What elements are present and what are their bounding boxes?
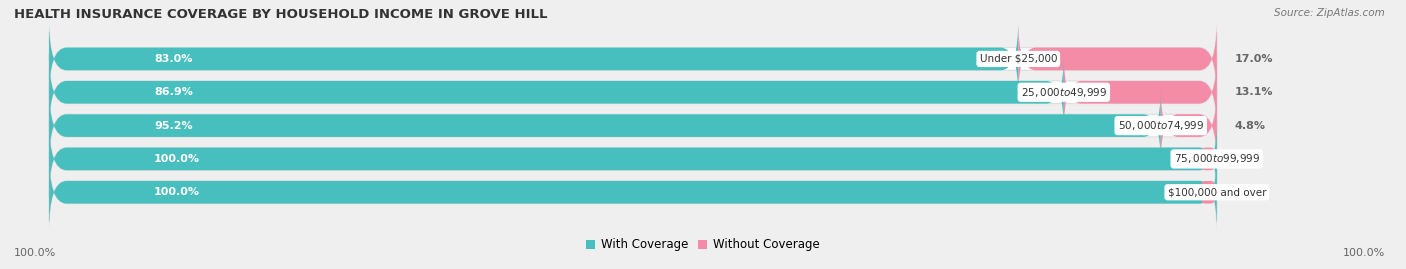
- FancyBboxPatch shape: [1161, 87, 1216, 164]
- Text: Under $25,000: Under $25,000: [980, 54, 1057, 64]
- FancyBboxPatch shape: [49, 120, 1216, 198]
- FancyBboxPatch shape: [49, 154, 1216, 231]
- FancyBboxPatch shape: [49, 20, 1018, 98]
- FancyBboxPatch shape: [1064, 54, 1216, 131]
- Text: $25,000 to $49,999: $25,000 to $49,999: [1021, 86, 1107, 99]
- Text: HEALTH INSURANCE COVERAGE BY HOUSEHOLD INCOME IN GROVE HILL: HEALTH INSURANCE COVERAGE BY HOUSEHOLD I…: [14, 8, 547, 21]
- FancyBboxPatch shape: [49, 20, 1216, 98]
- FancyBboxPatch shape: [1199, 148, 1216, 170]
- Text: $75,000 to $99,999: $75,000 to $99,999: [1174, 153, 1260, 165]
- FancyBboxPatch shape: [49, 54, 1064, 131]
- Text: 86.9%: 86.9%: [155, 87, 193, 97]
- FancyBboxPatch shape: [49, 54, 1216, 131]
- Text: $100,000 and over: $100,000 and over: [1167, 187, 1265, 197]
- Text: 13.1%: 13.1%: [1234, 87, 1272, 97]
- FancyBboxPatch shape: [1018, 20, 1216, 98]
- Text: 0.0%: 0.0%: [1229, 187, 1260, 197]
- Text: 100.0%: 100.0%: [155, 154, 200, 164]
- Text: 100.0%: 100.0%: [155, 187, 200, 197]
- FancyBboxPatch shape: [49, 87, 1216, 164]
- Text: $50,000 to $74,999: $50,000 to $74,999: [1118, 119, 1204, 132]
- Text: 95.2%: 95.2%: [155, 121, 193, 130]
- Text: 17.0%: 17.0%: [1234, 54, 1272, 64]
- Text: 0.0%: 0.0%: [1229, 154, 1260, 164]
- Text: Source: ZipAtlas.com: Source: ZipAtlas.com: [1274, 8, 1385, 18]
- Text: 100.0%: 100.0%: [1343, 248, 1385, 258]
- FancyBboxPatch shape: [49, 120, 1216, 198]
- FancyBboxPatch shape: [49, 87, 1161, 164]
- Text: 83.0%: 83.0%: [155, 54, 193, 64]
- Text: 4.8%: 4.8%: [1234, 121, 1265, 130]
- FancyBboxPatch shape: [49, 154, 1216, 231]
- Text: 100.0%: 100.0%: [14, 248, 56, 258]
- Legend: With Coverage, Without Coverage: With Coverage, Without Coverage: [581, 234, 825, 256]
- FancyBboxPatch shape: [1199, 181, 1216, 204]
